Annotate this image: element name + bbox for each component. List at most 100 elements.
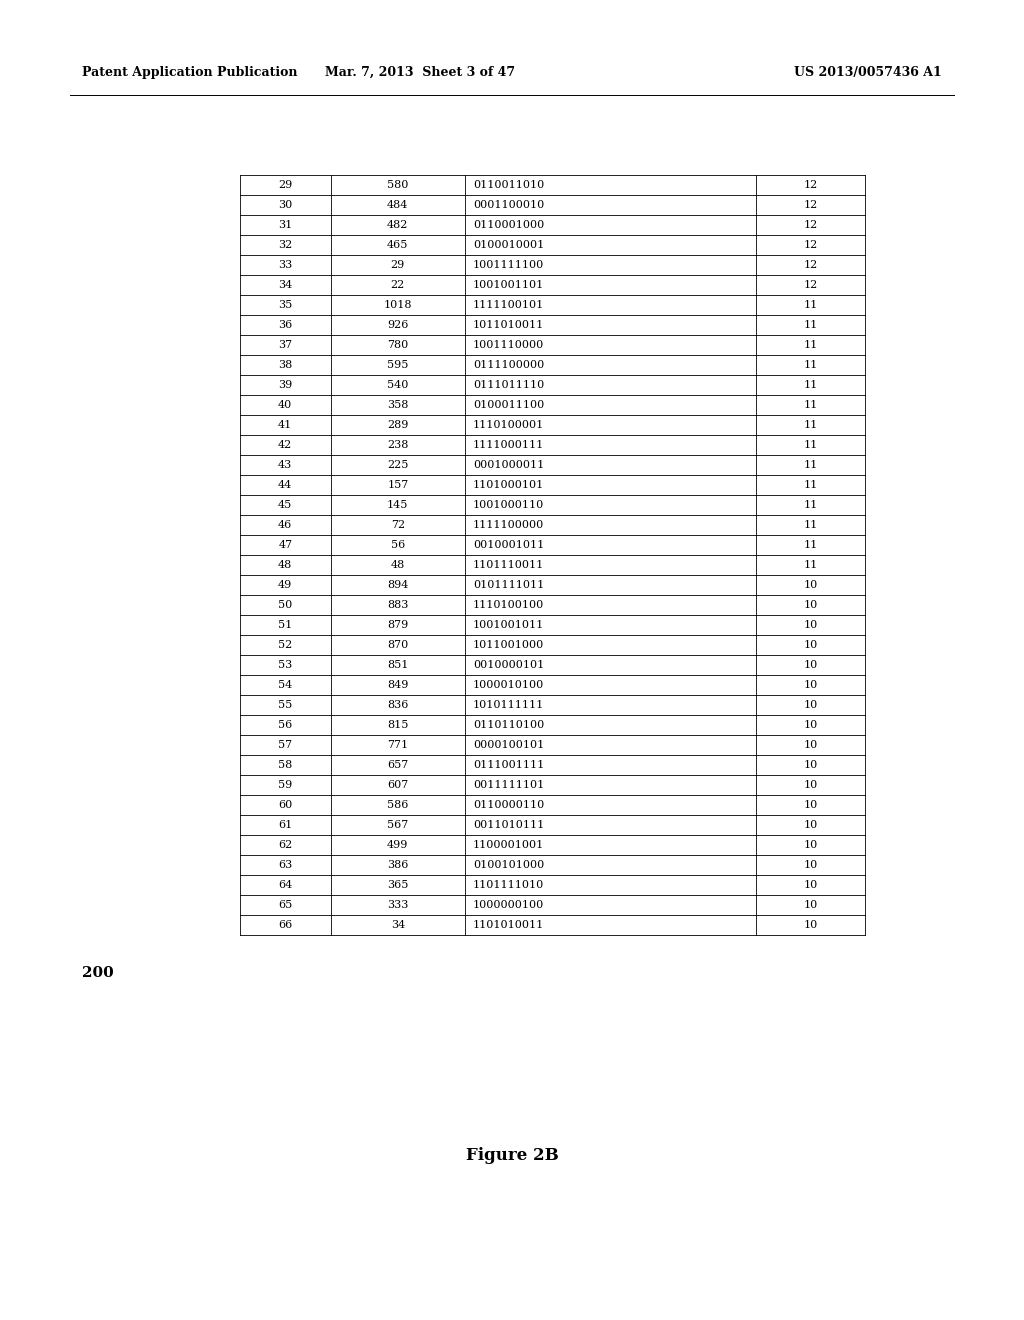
Text: 45: 45 xyxy=(279,500,293,510)
Text: 63: 63 xyxy=(279,861,293,870)
Text: 10: 10 xyxy=(803,601,817,610)
Text: 851: 851 xyxy=(387,660,409,671)
Text: 1011001000: 1011001000 xyxy=(473,640,544,649)
Text: 0110110100: 0110110100 xyxy=(473,719,544,730)
Text: 49: 49 xyxy=(279,579,293,590)
Text: 66: 66 xyxy=(279,920,293,931)
Text: 1010111111: 1010111111 xyxy=(473,700,544,710)
Text: 894: 894 xyxy=(387,579,409,590)
Text: 10: 10 xyxy=(803,700,817,710)
Text: 12: 12 xyxy=(803,220,817,230)
Text: 1111100101: 1111100101 xyxy=(473,300,544,310)
Text: 0101111011: 0101111011 xyxy=(473,579,544,590)
Text: 11: 11 xyxy=(803,341,817,350)
Text: 0001100010: 0001100010 xyxy=(473,201,544,210)
Text: 157: 157 xyxy=(387,480,409,490)
Text: 225: 225 xyxy=(387,459,409,470)
Text: 11: 11 xyxy=(803,400,817,411)
Text: 1111000111: 1111000111 xyxy=(473,440,544,450)
Text: 870: 870 xyxy=(387,640,409,649)
Text: 145: 145 xyxy=(387,500,409,510)
Text: 580: 580 xyxy=(387,180,409,190)
Text: 10: 10 xyxy=(803,900,817,909)
Text: 484: 484 xyxy=(387,201,409,210)
Text: 1001001101: 1001001101 xyxy=(473,280,544,290)
Text: 358: 358 xyxy=(387,400,409,411)
Text: 34: 34 xyxy=(391,920,404,931)
Text: 238: 238 xyxy=(387,440,409,450)
Text: 0111001111: 0111001111 xyxy=(473,760,544,770)
Text: 849: 849 xyxy=(387,680,409,690)
Text: 34: 34 xyxy=(279,280,293,290)
Text: 61: 61 xyxy=(279,820,293,830)
Text: 11: 11 xyxy=(803,459,817,470)
Text: 12: 12 xyxy=(803,280,817,290)
Text: 1001001011: 1001001011 xyxy=(473,620,544,630)
Text: 62: 62 xyxy=(279,840,293,850)
Text: 11: 11 xyxy=(803,360,817,370)
Text: 1001110000: 1001110000 xyxy=(473,341,544,350)
Text: 64: 64 xyxy=(279,880,293,890)
Text: 879: 879 xyxy=(387,620,409,630)
Text: 48: 48 xyxy=(279,560,293,570)
Text: 58: 58 xyxy=(279,760,293,770)
Text: 33: 33 xyxy=(279,260,293,271)
Text: 48: 48 xyxy=(391,560,404,570)
Text: 815: 815 xyxy=(387,719,409,730)
Text: 35: 35 xyxy=(279,300,293,310)
Text: 0010000101: 0010000101 xyxy=(473,660,544,671)
Text: 11: 11 xyxy=(803,440,817,450)
Text: 1101010011: 1101010011 xyxy=(473,920,544,931)
Text: 22: 22 xyxy=(391,280,404,290)
Text: 883: 883 xyxy=(387,601,409,610)
Text: 0100101000: 0100101000 xyxy=(473,861,544,870)
Text: 59: 59 xyxy=(279,780,293,789)
Text: 10: 10 xyxy=(803,660,817,671)
Text: 12: 12 xyxy=(803,260,817,271)
Text: 65: 65 xyxy=(279,900,293,909)
Text: 10: 10 xyxy=(803,680,817,690)
Text: 10: 10 xyxy=(803,640,817,649)
Text: 607: 607 xyxy=(387,780,409,789)
Text: 0111100000: 0111100000 xyxy=(473,360,544,370)
Text: 11: 11 xyxy=(803,420,817,430)
Text: 44: 44 xyxy=(279,480,293,490)
Text: 1100001001: 1100001001 xyxy=(473,840,544,850)
Text: 1111100000: 1111100000 xyxy=(473,520,544,531)
Text: 11: 11 xyxy=(803,560,817,570)
Text: Mar. 7, 2013  Sheet 3 of 47: Mar. 7, 2013 Sheet 3 of 47 xyxy=(325,66,515,78)
Text: 365: 365 xyxy=(387,880,409,890)
Text: 482: 482 xyxy=(387,220,409,230)
Text: 771: 771 xyxy=(387,741,409,750)
Text: 10: 10 xyxy=(803,760,817,770)
Text: 0100010001: 0100010001 xyxy=(473,240,544,249)
Text: 657: 657 xyxy=(387,760,409,770)
Text: 1101110011: 1101110011 xyxy=(473,560,544,570)
Text: 1110100100: 1110100100 xyxy=(473,601,544,610)
Text: 60: 60 xyxy=(279,800,293,810)
Text: 1000010100: 1000010100 xyxy=(473,680,544,690)
Text: 926: 926 xyxy=(387,319,409,330)
Text: 0000100101: 0000100101 xyxy=(473,741,544,750)
Text: 10: 10 xyxy=(803,840,817,850)
Text: 595: 595 xyxy=(387,360,409,370)
Text: 333: 333 xyxy=(387,900,409,909)
Text: 39: 39 xyxy=(279,380,293,389)
Text: 0100011100: 0100011100 xyxy=(473,400,544,411)
Text: 0110000110: 0110000110 xyxy=(473,800,544,810)
Text: 11: 11 xyxy=(803,520,817,531)
Text: 52: 52 xyxy=(279,640,293,649)
Text: 1000000100: 1000000100 xyxy=(473,900,544,909)
Text: 10: 10 xyxy=(803,719,817,730)
Text: 50: 50 xyxy=(279,601,293,610)
Text: 0001000011: 0001000011 xyxy=(473,459,544,470)
Text: 11: 11 xyxy=(803,319,817,330)
Text: 1011010011: 1011010011 xyxy=(473,319,544,330)
Text: 1110100001: 1110100001 xyxy=(473,420,544,430)
Text: 11: 11 xyxy=(803,300,817,310)
Text: US 2013/0057436 A1: US 2013/0057436 A1 xyxy=(795,66,942,78)
Text: 1018: 1018 xyxy=(384,300,412,310)
Text: 31: 31 xyxy=(279,220,293,230)
Text: 10: 10 xyxy=(803,800,817,810)
Text: 46: 46 xyxy=(279,520,293,531)
